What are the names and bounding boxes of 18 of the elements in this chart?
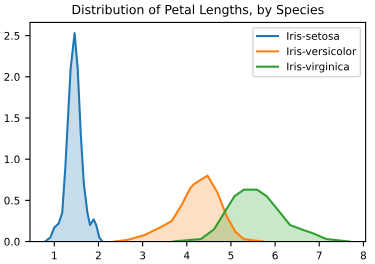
legend-label: Iris-versicolor: [287, 47, 356, 56]
y-tick-label: 0.0: [4, 238, 20, 246]
x-tick-label: 4: [184, 252, 190, 260]
y-tick-label: 0.5: [4, 196, 20, 204]
chart-title: Distribution of Petal Lengths, by Species: [72, 4, 324, 17]
y-tick-label: 1.5: [4, 114, 20, 122]
legend-label: Iris-setosa: [287, 32, 339, 40]
x-tick-label: 6: [272, 251, 278, 260]
x-tick-label: 1: [52, 252, 57, 260]
x-tick-label: 8: [360, 251, 366, 260]
y-tick-label: 1.0: [4, 155, 20, 164]
y-tick-label: 2.0: [4, 73, 20, 81]
legend-label: Iris-virginica: [287, 62, 349, 72]
x-tick-label: 7: [316, 252, 322, 260]
x-tick-label: 2: [96, 251, 101, 260]
x-tick-label: 5: [228, 252, 234, 260]
x-tick-label: 3: [140, 251, 146, 260]
y-tick-label: 2.5: [4, 32, 20, 40]
